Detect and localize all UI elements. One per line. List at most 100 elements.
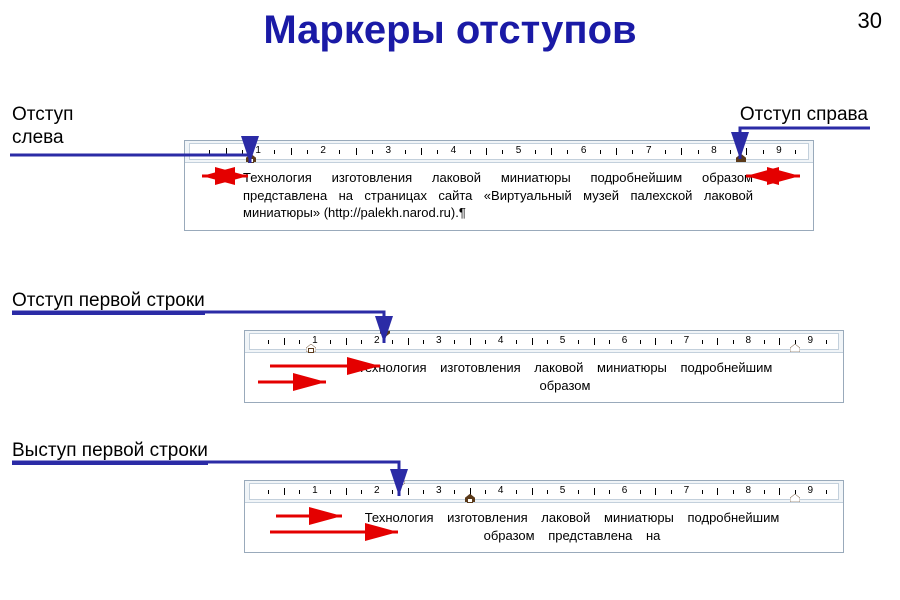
ruler-dot (274, 150, 275, 154)
marker-right-indent (790, 494, 800, 502)
label-left-indent: Отступ слева (12, 104, 73, 150)
ruler-dot (454, 340, 455, 344)
ruler-dot (609, 490, 610, 494)
ruler-dot (795, 150, 796, 154)
ruler-number: 8 (746, 485, 752, 496)
page-title: Маркеры отступов (0, 0, 900, 53)
ruler-text: Технология изготовления лаковой миниатюр… (245, 503, 843, 552)
ruler-dot (733, 340, 734, 344)
ruler-halftick (655, 338, 656, 345)
ruler-text: Технология изготовления лаковой миниатюр… (185, 163, 813, 230)
label-right-indent: Отступ справа (740, 104, 868, 129)
ruler-dot (671, 490, 672, 494)
ruler-halftick (551, 148, 552, 155)
ruler-number: 5 (560, 335, 566, 346)
ruler-number: 7 (684, 485, 690, 496)
ruler-halftick (746, 148, 747, 155)
ruler-dot (567, 150, 568, 154)
ruler-number: 9 (776, 145, 782, 156)
ruler-dot (209, 150, 210, 154)
ruler-strip: 123456789 (245, 481, 843, 503)
ruler-dot (516, 340, 517, 344)
ruler-number: 1 (312, 485, 318, 496)
ruler-halftick (532, 488, 533, 495)
ruler-dot (763, 150, 764, 154)
ruler-dot (361, 490, 362, 494)
ruler-dot (702, 340, 703, 344)
ruler-dot (470, 150, 471, 154)
ruler-dot (330, 340, 331, 344)
ruler-number: 6 (622, 485, 628, 496)
ruler-dot (242, 150, 243, 154)
ruler-dot (578, 490, 579, 494)
marker-left-box (248, 158, 254, 163)
ruler-dot (361, 340, 362, 344)
ruler-halftick (779, 488, 780, 495)
ruler-dot (640, 490, 641, 494)
ruler-halftick (408, 488, 409, 495)
ruler-halftick (346, 488, 347, 495)
ruler-halftick (616, 148, 617, 155)
label-hanging-indent: Выступ первой строки (12, 440, 208, 465)
ruler-dot (733, 490, 734, 494)
ruler-dot (299, 490, 300, 494)
ruler-dot (268, 490, 269, 494)
ruler-dot (268, 340, 269, 344)
ruler-dot (665, 150, 666, 154)
ruler-halftick (486, 148, 487, 155)
ruler-dot (764, 490, 765, 494)
ruler-dot (339, 150, 340, 154)
marker-left-box (467, 498, 473, 503)
ruler-dot (502, 150, 503, 154)
ruler-dot (485, 340, 486, 344)
ruler-dot (372, 150, 373, 154)
ruler-dot (702, 490, 703, 494)
ruler-number: 5 (516, 145, 522, 156)
ruler-halftick (655, 488, 656, 495)
ruler-dot (671, 340, 672, 344)
ruler-example-3: 123456789 Технология изготовления лаково… (244, 480, 844, 553)
ruler-halftick (284, 488, 285, 495)
ruler-dot (299, 340, 300, 344)
ruler-dot (405, 150, 406, 154)
ruler-number: 7 (646, 145, 652, 156)
ruler-number: 8 (746, 335, 752, 346)
ruler-dot (640, 340, 641, 344)
ruler-halftick (284, 338, 285, 345)
ruler-example-1: 123456789 Технология изготовления лаково… (184, 140, 814, 231)
ruler-dot (826, 340, 827, 344)
ruler-dot (437, 150, 438, 154)
ruler-halftick (532, 338, 533, 345)
ruler-dot (632, 150, 633, 154)
label-firstline-indent: Отступ первой строки (12, 290, 205, 315)
ruler-number: 9 (807, 485, 813, 496)
marker-right-indent (790, 344, 800, 352)
ruler-number: 7 (684, 335, 690, 346)
ruler-number: 2 (374, 485, 380, 496)
marker-left-box (308, 348, 314, 353)
ruler-number: 4 (498, 335, 504, 346)
marker-firstline (380, 331, 390, 337)
ruler-dot (547, 340, 548, 344)
ruler-halftick (681, 148, 682, 155)
ruler-dot (609, 340, 610, 344)
ruler-strip: 123456789 (245, 331, 843, 353)
ruler-dot (423, 340, 424, 344)
ruler-number: 3 (436, 485, 442, 496)
ruler-number: 4 (451, 145, 457, 156)
marker-right-indent (736, 154, 746, 162)
ruler-number: 2 (374, 335, 380, 346)
ruler-number: 2 (320, 145, 326, 156)
ruler-number: 9 (807, 335, 813, 346)
ruler-dot (826, 490, 827, 494)
ruler-strip: 123456789 (185, 141, 813, 163)
ruler-dot (730, 150, 731, 154)
ruler-number: 8 (711, 145, 717, 156)
ruler-number: 6 (622, 335, 628, 346)
ruler-number: 5 (560, 485, 566, 496)
ruler-halftick (346, 338, 347, 345)
ruler-dot (547, 490, 548, 494)
ruler-halftick (779, 338, 780, 345)
ruler-halftick (594, 338, 595, 345)
ruler-dot (698, 150, 699, 154)
